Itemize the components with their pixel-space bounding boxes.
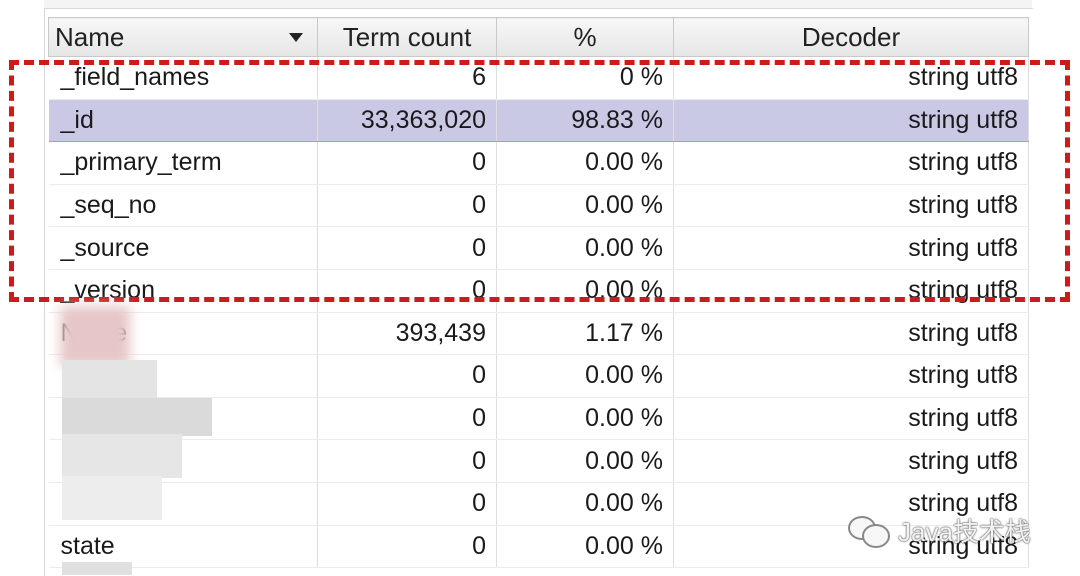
term-count-cell: 0 xyxy=(317,141,497,185)
field-name-cell: _field_names xyxy=(48,56,318,100)
table-row[interactable]: _primary_term 0 0.00 % string utf8 xyxy=(48,141,1029,185)
decoder-cell: string utf8 xyxy=(673,141,1029,185)
table-row[interactable]: _version 0 0.00 % string utf8 xyxy=(48,269,1029,313)
table-row[interactable]: _id 33,363,020 98.83 % string utf8 xyxy=(48,98,1029,143)
table-row[interactable]: _field_names 6 0 % string utf8 xyxy=(48,56,1029,100)
field-name-cell xyxy=(48,439,318,483)
term-count-cell: 33,363,020 xyxy=(317,98,497,143)
decoder-cell: string utf8 xyxy=(673,184,1029,228)
term-count-cell: 0 xyxy=(317,482,497,526)
sort-down-icon[interactable] xyxy=(289,33,303,42)
term-count-cell: 0 xyxy=(317,269,497,313)
percent-cell: 0.00 % xyxy=(496,439,674,483)
table-header-row: Name Term count % Decoder xyxy=(48,17,1029,57)
fields-table: Name Term count % Decoder _field_names 6 0… xyxy=(48,17,1029,569)
field-name-cell: _version xyxy=(48,269,318,313)
field-name-cell: _id xyxy=(48,98,318,143)
percent-cell: 0.00 % xyxy=(496,525,674,569)
column-header-name[interactable]: Name xyxy=(48,17,318,57)
field-name-cell: Name xyxy=(48,312,318,356)
percent-cell: 0.00 % xyxy=(496,141,674,185)
field-name-cell xyxy=(48,397,318,441)
table-row[interactable]: Name 393,439 1.17 % string utf8 xyxy=(48,312,1029,356)
term-count-cell: 0 xyxy=(317,184,497,228)
percent-cell: 0.00 % xyxy=(496,397,674,441)
percent-cell: 0.00 % xyxy=(496,354,674,398)
decoder-cell: string utf8 xyxy=(673,397,1029,441)
term-count-cell: 6 xyxy=(317,56,497,100)
field-name-cell xyxy=(48,354,318,398)
decoder-cell: string utf8 xyxy=(673,269,1029,313)
percent-cell: 98.83 % xyxy=(496,98,674,143)
term-count-cell: 0 xyxy=(317,439,497,483)
decoder-cell: string utf8 xyxy=(673,98,1029,143)
term-count-cell: 0 xyxy=(317,354,497,398)
percent-cell: 0 % xyxy=(496,56,674,100)
term-count-cell: 0 xyxy=(317,397,497,441)
column-header-decoder[interactable]: Decoder xyxy=(673,17,1029,57)
field-name-cell: _seq_no xyxy=(48,184,318,228)
table-row[interactable]: _source 0 0.00 % string utf8 xyxy=(48,226,1029,270)
column-header-name-label: Name xyxy=(55,21,125,52)
percent-cell: 0.00 % xyxy=(496,269,674,313)
field-name-cell: _primary_term xyxy=(48,141,318,185)
decoder-cell: string utf8 xyxy=(673,525,1029,569)
field-name-cell: state xyxy=(48,525,318,569)
table-row[interactable]: 0 0.00 % string utf8 xyxy=(48,397,1029,441)
decoder-cell: string utf8 xyxy=(673,439,1029,483)
table-row[interactable]: state 0 0.00 % string utf8 xyxy=(48,525,1029,569)
decoder-cell: string utf8 xyxy=(673,312,1029,356)
percent-cell: 0.00 % xyxy=(496,482,674,526)
table-row[interactable]: 0 0.00 % string utf8 xyxy=(48,439,1029,483)
decoder-cell: string utf8 xyxy=(673,56,1029,100)
decoder-cell: string utf8 xyxy=(673,354,1029,398)
column-header-term-count[interactable]: Term count xyxy=(317,17,497,57)
column-header-percent[interactable]: % xyxy=(496,17,674,57)
table-row[interactable]: 0 0.00 % string utf8 xyxy=(48,482,1029,526)
term-count-cell: 0 xyxy=(317,226,497,270)
term-count-cell: 0 xyxy=(317,525,497,569)
table-row[interactable]: _seq_no 0 0.00 % string utf8 xyxy=(48,184,1029,228)
percent-cell: 0.00 % xyxy=(496,184,674,228)
percent-cell: 0.00 % xyxy=(496,226,674,270)
field-name-cell: _source xyxy=(48,226,318,270)
term-count-cell: 393,439 xyxy=(317,312,497,356)
table-row[interactable]: 0 0.00 % string utf8 xyxy=(48,354,1029,398)
decoder-cell: string utf8 xyxy=(673,226,1029,270)
field-name-cell xyxy=(48,482,318,526)
decoder-cell: string utf8 xyxy=(673,482,1029,526)
percent-cell: 1.17 % xyxy=(496,312,674,356)
